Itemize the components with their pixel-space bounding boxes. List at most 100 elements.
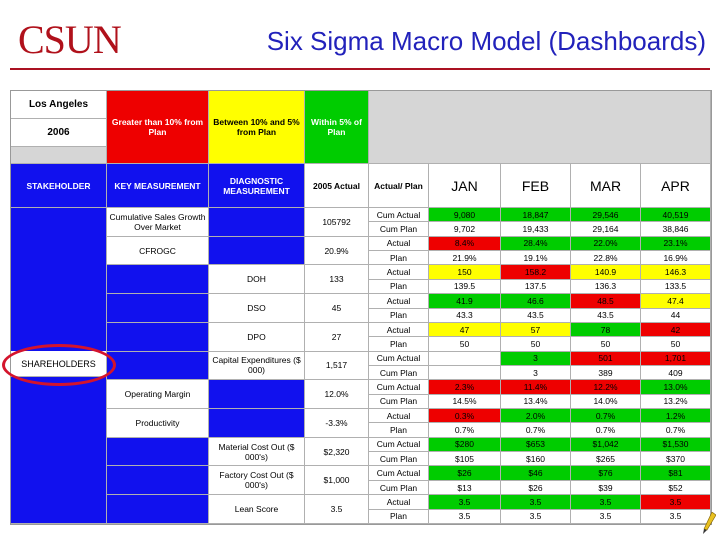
diagnostic-measurement-cell (209, 409, 305, 438)
diagnostic-measurement-cell: DSO (209, 294, 305, 323)
month-header-jan: JAN (429, 164, 501, 208)
diagnostic-measurement-cell (209, 236, 305, 266)
actual-2005-cell: -3.3% (305, 409, 369, 438)
metric-value-cell: 21.9% (429, 251, 501, 266)
metric-value-cell: 13.4% (501, 394, 571, 410)
metric-value-cell: $105 (429, 452, 501, 467)
metric-value-cell: $160 (501, 452, 571, 467)
metric-value-cell: 137.5 (501, 279, 571, 295)
metric-value-cell: $13 (429, 480, 501, 496)
metric-value-cell: $265 (571, 452, 641, 467)
row-type-label: Plan (369, 423, 429, 438)
metric-value-cell: 18,847 (501, 208, 571, 223)
metric-value-cell: 0.7% (641, 423, 711, 438)
metric-value-cell: 0.7% (429, 423, 501, 438)
metric-value-cell: 9,080 (429, 208, 501, 223)
metric-value-cell: 40,519 (641, 208, 711, 223)
metric-value-cell: $46 (501, 466, 571, 481)
metric-value-cell: 3.5 (641, 495, 711, 510)
row-type-label: Cum Plan (369, 452, 429, 467)
metric-value-cell: 11.4% (501, 380, 571, 395)
legend-spacer (369, 91, 711, 164)
legend-yellow: Between 10% and 5% from Plan (209, 91, 305, 164)
row-type-label: Actual (369, 409, 429, 424)
dashboard-table: Los Angeles 2006 Greater than 10% from P… (10, 90, 712, 525)
metric-value-cell: $26 (429, 466, 501, 481)
metric-value-cell: 29,546 (571, 208, 641, 223)
metric-value-cell: 139.5 (429, 279, 501, 295)
metric-value-cell: 50 (641, 337, 711, 352)
metric-value-cell: 1.2% (641, 409, 711, 424)
diagnostic-measurement-cell: Material Cost Out ($ 000's) (209, 437, 305, 467)
metric-value-cell: 47.4 (641, 294, 711, 309)
metric-value-cell: 22.8% (571, 251, 641, 266)
metric-value-cell: 8.4% (429, 236, 501, 252)
actual-2005-cell: 105792 (305, 208, 369, 237)
metric-value-cell: 22.0% (571, 236, 641, 252)
region-cell: Los Angeles (11, 91, 107, 119)
metric-value-cell (429, 351, 501, 366)
slide-title: Six Sigma Macro Model (Dashboards) (266, 26, 706, 56)
metric-value-cell: $76 (571, 466, 641, 481)
actual-2005-cell: 133 (305, 265, 369, 295)
metric-value-cell: 43.3 (429, 308, 501, 323)
metric-value-cell: 19.1% (501, 251, 571, 266)
metric-value-cell: 50 (429, 337, 501, 352)
metric-value-cell: 3 (501, 365, 571, 381)
metric-value-cell: 16.9% (641, 251, 711, 266)
year-cell: 2006 (11, 119, 107, 147)
month-header-mar: MAR (571, 164, 641, 208)
key-measurement-cell (107, 294, 209, 323)
metric-value-cell: 3.5 (501, 495, 571, 510)
metric-value-cell: 9,702 (429, 222, 501, 237)
row-type-label: Cum Actual (369, 466, 429, 481)
title-divider (10, 68, 710, 70)
key-measurement-cell (107, 437, 209, 467)
month-header-feb: FEB (501, 164, 571, 208)
metric-value-cell: 0.7% (571, 423, 641, 438)
metric-value-cell: 78 (571, 322, 641, 338)
key-measurement-cell: CFROGC (107, 236, 209, 266)
row-type-label: Plan (369, 308, 429, 323)
diagnostic-measurement-cell: Factory Cost Out ($ 000's) (209, 466, 305, 496)
key-measurement-cell (107, 466, 209, 496)
row-type-label: Actual (369, 236, 429, 252)
metric-value-cell: 3.5 (571, 509, 641, 524)
diagnostic-measurement-cell (209, 208, 305, 237)
row-type-label: Actual (369, 495, 429, 510)
key-measurement-cell (107, 265, 209, 295)
metric-value-cell: 46.6 (501, 294, 571, 309)
row-type-label: Actual (369, 322, 429, 338)
spacer-cell (11, 147, 107, 164)
metric-value-cell: 28.4% (501, 236, 571, 252)
key-measurement-header: KEY MEASUREMENT (107, 164, 209, 208)
row-type-label: Plan (369, 509, 429, 524)
metric-value-cell: $1,042 (571, 437, 641, 453)
legend-green: Within 5% of Plan (305, 91, 369, 164)
metric-value-cell: $653 (501, 437, 571, 453)
row-type-label: Cum Actual (369, 437, 429, 453)
row-type-label: Cum Actual (369, 351, 429, 366)
diagnostic-measurement-cell: Lean Score (209, 495, 305, 524)
metric-value-cell: $370 (641, 452, 711, 467)
diagnostic-measurement-cell: Capital Expenditures ($ 000) (209, 351, 305, 381)
metric-value-cell: 57 (501, 322, 571, 338)
metric-value-cell: 3.5 (501, 509, 571, 524)
metric-value-cell: 0.7% (571, 409, 641, 424)
diagnostic-measurement-cell: DPO (209, 322, 305, 352)
diagnostic-measurement-header: DIAGNOSTIC MEASUREMENT (209, 164, 305, 208)
key-measurement-cell (107, 322, 209, 352)
pencil-icon (703, 512, 716, 534)
metric-value-cell: 12.2% (571, 380, 641, 395)
row-type-label: Cum Actual (369, 380, 429, 395)
metric-value-cell: $280 (429, 437, 501, 453)
metric-value-cell: $52 (641, 480, 711, 496)
metric-value-cell: 0.3% (429, 409, 501, 424)
metric-value-cell: 13.0% (641, 380, 711, 395)
actual-2005-cell: $1,000 (305, 466, 369, 496)
row-type-label: Cum Plan (369, 222, 429, 237)
metric-value-cell: $39 (571, 480, 641, 496)
key-measurement-cell (107, 351, 209, 381)
metric-value-cell: 14.0% (571, 394, 641, 410)
metric-value-cell: 42 (641, 322, 711, 338)
